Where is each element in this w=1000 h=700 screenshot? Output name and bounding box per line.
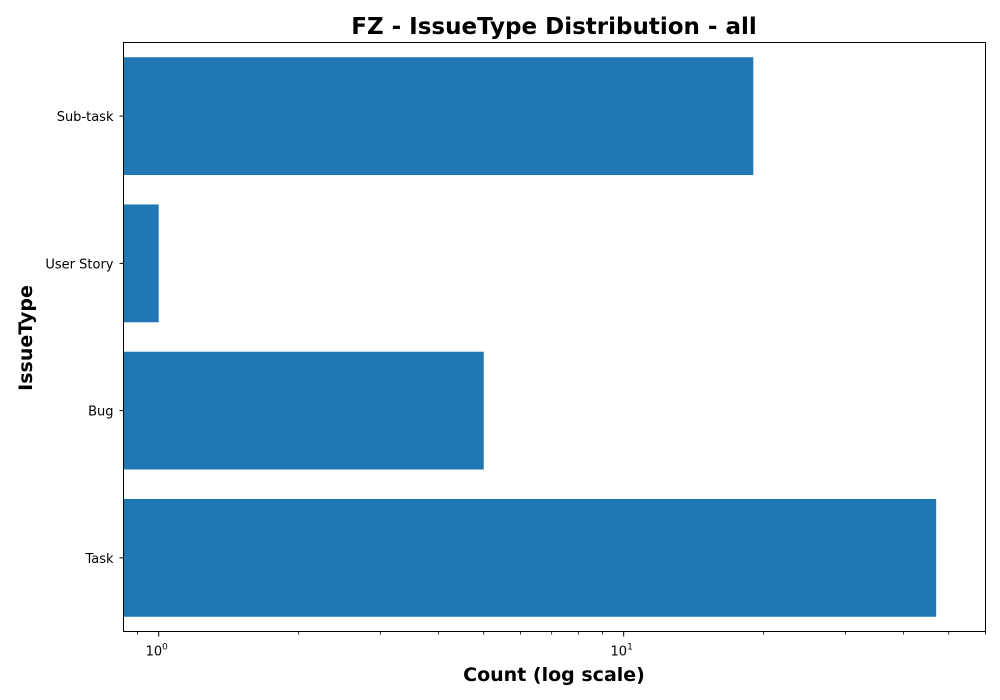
y-tick-label-bug: Bug bbox=[88, 405, 113, 420]
y-ticks-group: Task Bug User Story Sub-task bbox=[45, 110, 124, 567]
bar-sub-task bbox=[123, 57, 754, 176]
x-tick-label-1: 101 bbox=[611, 643, 633, 660]
plot-frame bbox=[123, 42, 986, 632]
y-tick-label-task: Task bbox=[84, 552, 114, 567]
x-tick-label-0: 100 bbox=[146, 643, 169, 660]
bar-task bbox=[123, 498, 937, 617]
bar-bug bbox=[123, 351, 484, 470]
x-ticks-group: 100 101 bbox=[137, 631, 986, 660]
bar-user-story bbox=[123, 204, 159, 323]
chart-title: FZ - IssueType Distribution - all bbox=[351, 14, 757, 40]
y-tick-label-user-story: User Story bbox=[45, 257, 113, 272]
y-tick-label-sub-task: Sub-task bbox=[57, 110, 114, 125]
y-axis-label: IssueType bbox=[15, 285, 37, 391]
x-axis-label: Count (log scale) bbox=[463, 664, 645, 686]
bars-group bbox=[123, 57, 937, 617]
